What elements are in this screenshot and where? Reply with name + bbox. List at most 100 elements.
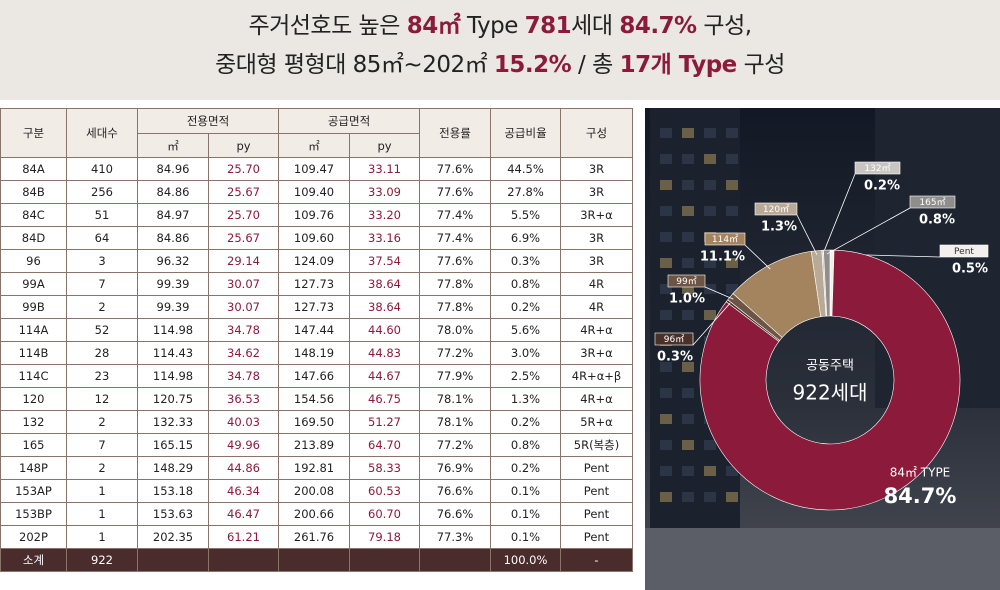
- window: [660, 362, 672, 372]
- window: [726, 284, 738, 294]
- table-cell: 256: [66, 180, 138, 204]
- window: [704, 128, 716, 138]
- table-cell: 5.6%: [490, 318, 561, 342]
- header-row: 구분 세대수 전용면적 공급면적 전용률 공급비율 구성: [0, 108, 633, 158]
- window: [660, 154, 672, 164]
- table-row: 99B 2 99.39 30.07 127.73 38.64 77.8% 0.2% 4R: [0, 295, 633, 319]
- window: [704, 440, 716, 450]
- category-label: 96㎡: [664, 334, 684, 345]
- window: [682, 232, 694, 242]
- table-cell: 213.89: [278, 433, 350, 457]
- table-row: 114C 23 114.98 34.78 147.66 44.67 77.9% 2.5% 4R+…: [0, 364, 633, 388]
- table-row: 153AP 1 153.18 46.34 200.08 60.53 76.6% 0.1% Pen…: [0, 479, 633, 503]
- table-cell: 99.39: [137, 272, 209, 296]
- table-cell: 5.5%: [490, 203, 561, 227]
- table-cell: 2: [66, 295, 138, 319]
- table-cell: 76.9%: [419, 456, 491, 480]
- header-text: Type: [460, 13, 525, 39]
- table-cell: 0.8%: [490, 433, 561, 457]
- table-cell: 4R: [560, 272, 633, 296]
- table-cell: 109.40: [278, 180, 350, 204]
- table-cell: 77.8%: [419, 295, 491, 319]
- center-title: 공동주택: [806, 359, 854, 374]
- table-cell: 153BP: [0, 502, 67, 526]
- table-cell: 0.1%: [490, 479, 561, 503]
- header-text: / 총: [571, 52, 620, 78]
- table-cell: 36.53: [208, 387, 279, 411]
- table-cell: 127.73: [278, 295, 350, 319]
- table-cell: 148.19: [278, 341, 350, 365]
- table-cell: 202.35: [137, 525, 209, 549]
- table-cell: 38.64: [349, 272, 420, 296]
- callout-box: [909, 195, 956, 209]
- window: [726, 466, 738, 476]
- table-cell: 0.2%: [490, 295, 561, 319]
- window: [682, 362, 694, 372]
- table-cell: 84.96: [137, 157, 209, 181]
- table-cell: 44.86: [208, 456, 279, 480]
- value-label: 1.0%: [669, 292, 705, 307]
- table-cell: 77.2%: [419, 341, 491, 365]
- table-cell: 114.98: [137, 364, 209, 388]
- table-cell: 5R+α: [560, 410, 633, 434]
- table-cell: 77.2%: [419, 433, 491, 457]
- table-cell: 77.6%: [419, 157, 491, 181]
- window: [682, 492, 694, 502]
- table-cell: 33.16: [349, 226, 420, 250]
- window: [682, 154, 694, 164]
- category-label: 132㎡: [864, 163, 890, 174]
- column-subheader: py: [349, 133, 420, 158]
- table-cell: 38.64: [349, 295, 420, 319]
- empty-cell: [419, 548, 491, 572]
- table-cell: 33.20: [349, 203, 420, 227]
- total-row: 소계 922 100.0% -: [0, 548, 633, 572]
- window: [660, 414, 672, 424]
- table-cell: 169.50: [278, 410, 350, 434]
- table-row: 84D 64 84.86 25.67 109.60 33.16 77.4% 6.9% 3R: [0, 226, 633, 250]
- table-cell: 3: [66, 249, 138, 273]
- header: 주거선호도 높은 84㎡ Type 781세대 84.7% 구성, 중대형 평형대…: [0, 0, 1000, 100]
- table-cell: 200.66: [278, 502, 350, 526]
- table-row: 120 12 120.75 36.53 154.56 46.75 78.1% 1.3% 4R+α: [0, 387, 633, 411]
- table-cell: 120: [0, 387, 67, 411]
- table-cell: 60.53: [349, 479, 420, 503]
- table-cell: 261.76: [278, 525, 350, 549]
- table-cell: 114A: [0, 318, 67, 342]
- callout-box: [754, 202, 798, 216]
- table-cell: 79.18: [349, 525, 420, 549]
- table-cell: 6.9%: [490, 226, 561, 250]
- table-cell: 99.39: [137, 295, 209, 319]
- windows: [660, 128, 738, 502]
- table-cell: 153AP: [0, 479, 67, 503]
- road: [645, 528, 1000, 590]
- table-row: 96 3 96.32 29.14 124.09 37.54 77.6% 0.3% 3R: [0, 249, 633, 273]
- table-cell: 153.63: [137, 502, 209, 526]
- category-label: 120㎡: [763, 204, 789, 215]
- table-cell: 25.67: [208, 180, 279, 204]
- column-header: 구성: [560, 108, 633, 158]
- table-cell: 34.78: [208, 364, 279, 388]
- table-cell: 46.75: [349, 387, 420, 411]
- window: [682, 440, 694, 450]
- table-cell: 4R: [560, 295, 633, 319]
- table-cell: 51.27: [349, 410, 420, 434]
- table-cell: 3R: [560, 249, 633, 273]
- window: [704, 154, 716, 164]
- donut-slice: [823, 249, 831, 317]
- table-cell: 34.62: [208, 341, 279, 365]
- table-cell: 60.70: [349, 502, 420, 526]
- empty-cell: [349, 548, 420, 572]
- table-cell: 4R+α+β: [560, 364, 633, 388]
- table-cell: 49.96: [208, 433, 279, 457]
- table-cell: 28: [66, 341, 138, 365]
- table-cell: 3R: [560, 226, 633, 250]
- table-cell: 127.73: [278, 272, 350, 296]
- empty-cell: [137, 548, 209, 572]
- table-cell: 0.2%: [490, 410, 561, 434]
- window: [682, 414, 694, 424]
- column-subheader: ㎡: [137, 133, 209, 158]
- table-cell: 2: [66, 456, 138, 480]
- table-cell: 7: [66, 272, 138, 296]
- column-header: 공급비율: [490, 108, 561, 158]
- table-cell: 84A: [0, 157, 67, 181]
